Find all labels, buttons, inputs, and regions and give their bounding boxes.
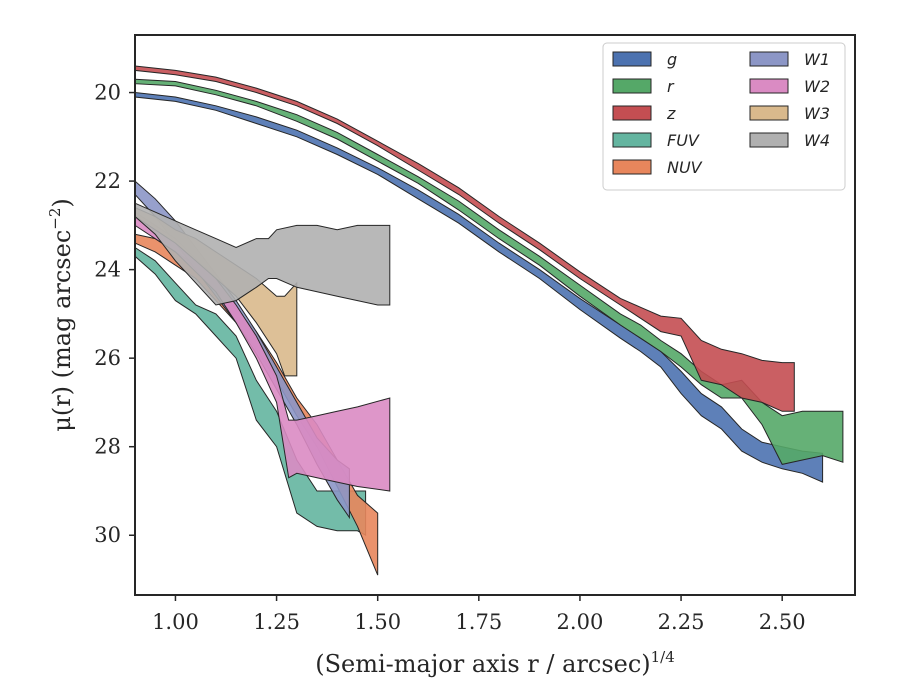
y-tick-label: 28 xyxy=(94,435,121,459)
y-axis-label: μ(r) (mag arcsec−2) xyxy=(46,198,76,432)
legend-label-w3: W3 xyxy=(804,104,830,123)
y-tick-label: 30 xyxy=(94,523,121,547)
band-w4 xyxy=(134,202,391,306)
legend-label-fuv: FUV xyxy=(667,131,700,150)
y-tick-label: 26 xyxy=(94,346,121,370)
profile-bands xyxy=(134,65,844,576)
legend-label-z: z xyxy=(666,104,676,123)
band-z xyxy=(134,65,795,412)
legend-swatch-w1 xyxy=(749,51,789,67)
legend: grz FUV NUV W1 W2 W3 W4 xyxy=(602,42,846,191)
legend-swatch-r xyxy=(612,78,652,94)
x-tick-label: 1.75 xyxy=(455,610,502,634)
legend-label-nuv: NUV xyxy=(667,158,703,177)
legend-label-g: g xyxy=(667,50,677,69)
band-r xyxy=(134,78,844,465)
x-tick-label: 1.50 xyxy=(354,610,401,634)
plot-frame xyxy=(134,34,856,596)
band-g xyxy=(134,91,824,483)
x-axis-label: (Semi-major axis r / arcsec)1/4 xyxy=(315,648,675,678)
y-axis-ticks: 20 22 24 26 28 30 xyxy=(94,81,135,547)
legend-swatch-fuv xyxy=(612,132,652,148)
x-axis-ticks: 1.00 1.25 1.50 1.75 2.00 2.25 2.50 xyxy=(152,595,806,634)
x-tick-label: 1.25 xyxy=(253,610,300,634)
x-tick-label: 1.00 xyxy=(152,610,199,634)
legend-swatch-g xyxy=(612,51,652,67)
x-tick-label: 2.50 xyxy=(759,610,806,634)
legend-label-w4: W4 xyxy=(804,131,830,150)
x-tick-label: 2.00 xyxy=(557,610,604,634)
legend-swatch-w2 xyxy=(749,78,789,94)
legend-swatch-nuv xyxy=(612,159,652,175)
band-w2 xyxy=(134,211,391,492)
legend-label-r: r xyxy=(667,77,675,96)
y-tick-label: 22 xyxy=(94,169,121,193)
legend-label-w2: W2 xyxy=(804,77,830,96)
legend-swatch-z xyxy=(612,105,652,121)
legend-swatch-w4 xyxy=(749,132,789,148)
legend-swatch-w3 xyxy=(749,105,789,121)
legend-items: grz FUV NUV W1 W2 W3 W4 xyxy=(612,50,830,177)
legend-label-w1: W1 xyxy=(804,50,830,69)
x-tick-label: 2.25 xyxy=(658,610,705,634)
y-tick-label: 24 xyxy=(94,258,121,282)
y-tick-label: 20 xyxy=(94,81,121,105)
